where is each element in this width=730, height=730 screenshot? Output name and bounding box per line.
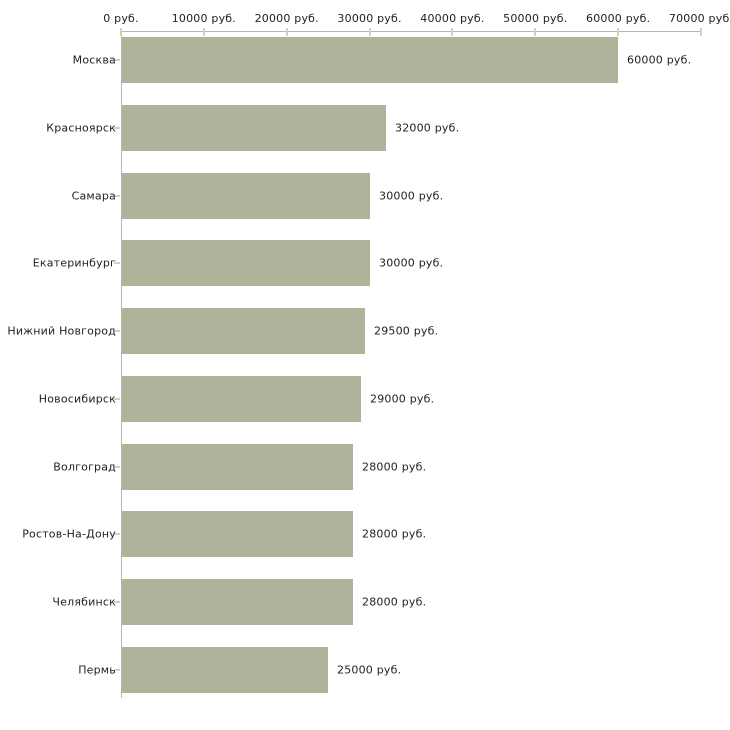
x-tick-mark — [534, 28, 537, 36]
x-tick-label: 10000 руб. — [171, 12, 236, 25]
y-tick-mark — [114, 669, 120, 671]
y-tick-mark — [114, 330, 120, 332]
category-label: Нижний Новгород — [7, 324, 116, 338]
x-axis-line — [121, 31, 702, 32]
x-tick-mark — [617, 28, 620, 36]
category-label: Красноярск — [46, 121, 116, 135]
bar — [122, 511, 353, 557]
bar — [122, 105, 386, 151]
value-label: 32000 руб. — [395, 121, 460, 135]
x-tick-mark — [120, 28, 122, 36]
value-label: 25000 руб. — [337, 663, 402, 677]
x-tick-label: 60000 руб. — [586, 12, 651, 25]
value-label: 29500 руб. — [374, 324, 439, 338]
value-label: 60000 руб. — [627, 53, 692, 67]
y-tick-mark — [114, 195, 120, 197]
x-tick-label: 0 руб. — [103, 12, 139, 25]
y-tick-mark — [114, 127, 120, 129]
value-label: 30000 руб. — [379, 256, 444, 270]
category-label: Самара — [71, 189, 116, 203]
category-label: Ростов-На-Дону — [22, 527, 116, 541]
y-tick-mark — [114, 466, 120, 468]
x-tick-mark — [285, 28, 288, 36]
bar — [122, 240, 370, 286]
x-tick-mark — [368, 28, 371, 36]
x-tick-mark — [202, 28, 205, 36]
value-label: 30000 руб. — [379, 189, 444, 203]
bar — [122, 173, 370, 219]
bar — [122, 308, 365, 354]
category-label: Волгоград — [53, 460, 116, 474]
x-tick-mark — [451, 28, 454, 36]
y-tick-mark — [114, 59, 120, 61]
category-label: Челябинск — [52, 595, 116, 609]
x-tick-label: 20000 руб. — [254, 12, 319, 25]
y-axis-line — [121, 31, 122, 698]
category-label: Екатеринбург — [32, 256, 116, 270]
x-tick-label: 50000 руб. — [503, 12, 568, 25]
y-tick-mark — [114, 601, 120, 603]
x-tick-label: 40000 руб. — [420, 12, 485, 25]
value-label: 29000 руб. — [370, 392, 435, 406]
x-tick-label: 30000 руб. — [337, 12, 402, 25]
category-label: Новосибирск — [38, 392, 116, 406]
bar — [122, 444, 353, 490]
y-tick-mark — [114, 533, 120, 535]
category-label: Москва — [72, 53, 116, 67]
bar — [122, 37, 618, 83]
bar — [122, 376, 361, 422]
x-tick-mark — [700, 28, 702, 36]
x-tick-label: 70000 руб. — [668, 12, 730, 25]
value-label: 28000 руб. — [362, 595, 427, 609]
bar — [122, 579, 353, 625]
category-label: Пермь — [78, 663, 116, 677]
y-tick-mark — [114, 398, 120, 400]
value-label: 28000 руб. — [362, 460, 427, 474]
value-label: 28000 руб. — [362, 527, 427, 541]
bar — [122, 647, 328, 693]
y-tick-mark — [114, 262, 120, 264]
